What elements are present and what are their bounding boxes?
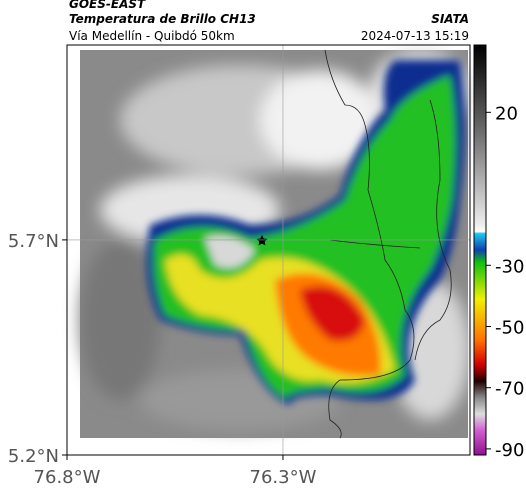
colorbar [473,44,487,456]
y-tick-label: 5.2°N [8,446,59,467]
x-tick-label: 76.8°W [34,467,101,488]
title: GOES-EAST [69,0,146,11]
map-frame [66,44,471,456]
imagery [80,49,470,439]
y-tick-label: 5.7°N [8,231,59,252]
org: SIATA [431,12,469,26]
colorbar-tick-label: -50 [495,317,524,338]
colorbar-tick-label: -70 [495,379,524,400]
route: Vía Medellín - Quibdó 50km [69,29,235,43]
colorbar-tick-label: 20 [495,103,518,124]
subtitle: Temperatura de Brillo CH13 [69,12,256,26]
x-tick-label: 76.3°W [250,467,317,488]
colorbar-tick-label: -90 [495,440,524,461]
colorbar-tick-label: -30 [495,256,524,277]
timestamp: 2024-07-13 15:19 [361,29,469,43]
